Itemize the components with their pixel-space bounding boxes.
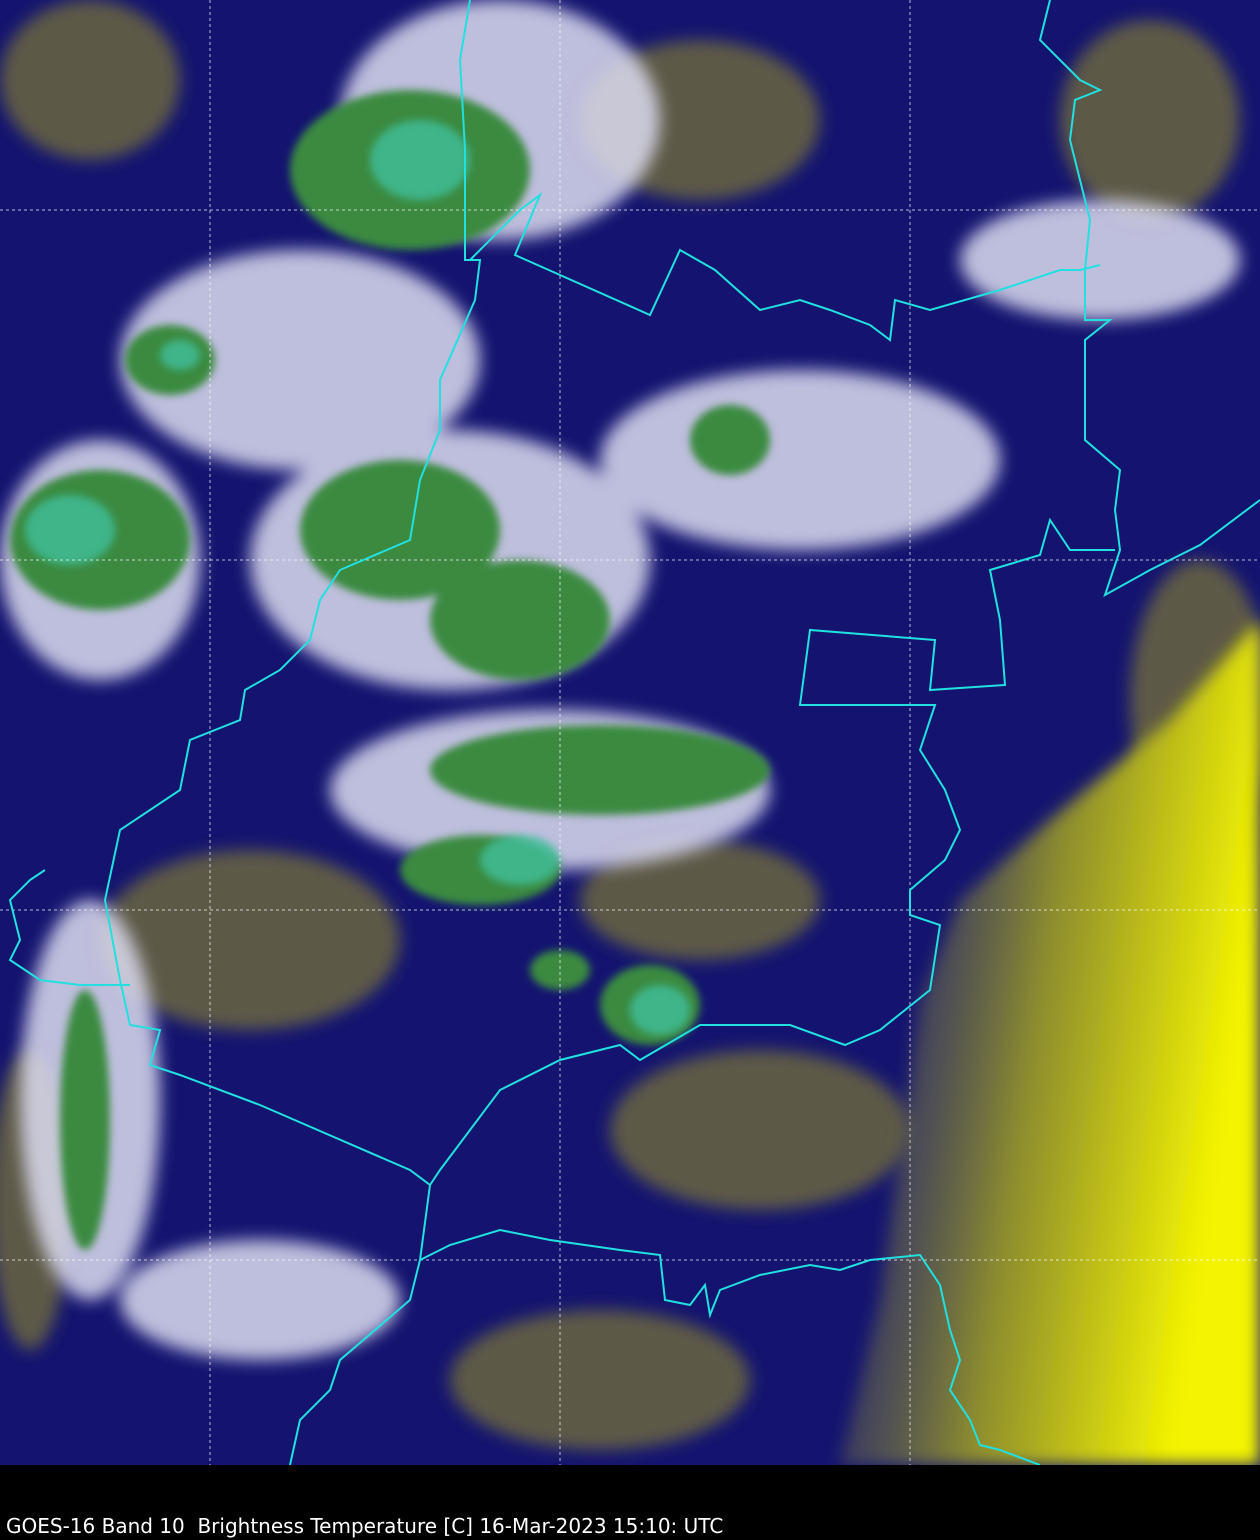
image-caption: GOES-16 Band 10 Brightness Temperature [… bbox=[6, 1514, 724, 1538]
political-borders bbox=[8, 0, 1260, 1465]
satellite-map bbox=[0, 0, 1260, 1465]
clear-sky-warm-region bbox=[840, 620, 1260, 1465]
cold-cloud-tops-green bbox=[10, 90, 770, 1250]
coldest-cloud-tops-teal bbox=[25, 120, 690, 1035]
